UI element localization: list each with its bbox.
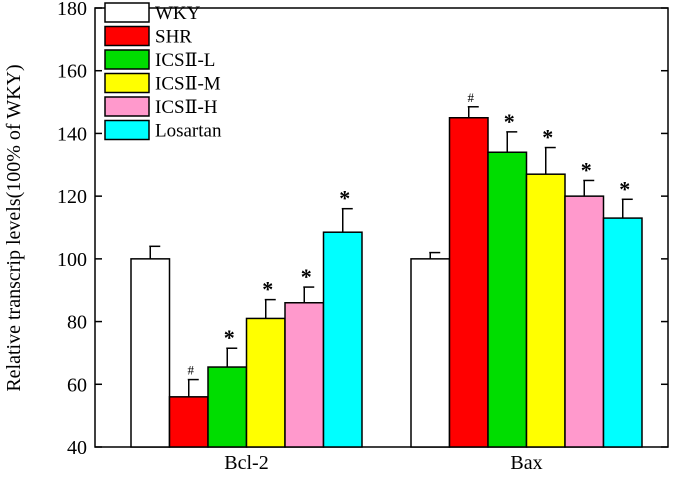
y-tick-label: 180 <box>57 0 87 20</box>
axes: 40 60 80 100 120 140 160 180 Bcl-2 Bax <box>57 0 669 474</box>
bar <box>245 317 286 448</box>
significance-mark: * <box>224 325 235 350</box>
bar <box>322 231 363 448</box>
y-tick-label: 100 <box>57 249 87 271</box>
significance-mark: # <box>468 90 475 105</box>
legend-label: ICSⅡ-H <box>155 97 218 118</box>
legend-swatch <box>104 25 150 47</box>
legend-label: Losartan <box>155 121 222 142</box>
x-tick-label: Bcl-2 <box>224 452 268 473</box>
y-tick-label: 160 <box>57 61 87 83</box>
y-tick-label: 120 <box>57 186 87 208</box>
legend-label: WKY <box>155 3 201 24</box>
legend-label: ICSⅡ-L <box>155 50 215 71</box>
y-tick-label: 40 <box>67 437 87 459</box>
significance-mark: * <box>262 277 273 302</box>
legend-swatch <box>104 49 150 70</box>
significance-mark: * <box>542 125 553 150</box>
x-tick-label: Bax <box>510 452 542 473</box>
legend-swatch <box>104 72 150 94</box>
y-axis-label: Relative transcrip levels(100% of WKY) <box>3 64 25 391</box>
legend-swatch <box>104 119 150 141</box>
significance-mark: * <box>301 264 312 289</box>
significance-mark: * <box>504 109 515 134</box>
bars: # * * * * # * * * * <box>130 90 643 448</box>
plot-frame <box>94 7 669 448</box>
bar <box>284 302 325 448</box>
bar <box>448 117 489 448</box>
y-tick-label: 60 <box>67 374 87 396</box>
bar <box>168 396 209 448</box>
bar <box>487 151 528 448</box>
legend-label: ICSⅡ-M <box>155 74 221 95</box>
bar <box>207 366 248 448</box>
bar <box>410 258 451 448</box>
significance-mark: # <box>188 363 195 378</box>
significance-mark: * <box>619 176 630 201</box>
significance-mark: * <box>339 186 350 211</box>
legend-swatch <box>104 96 150 117</box>
bar <box>602 217 643 448</box>
bar <box>130 258 171 448</box>
y-tick-label: 140 <box>57 123 87 145</box>
significance-mark: * <box>581 157 592 182</box>
y-tick-label: 80 <box>67 312 87 334</box>
bar <box>525 173 566 448</box>
legend-swatch <box>104 2 150 23</box>
bar <box>564 195 605 448</box>
legend-label: SHR <box>155 27 192 48</box>
